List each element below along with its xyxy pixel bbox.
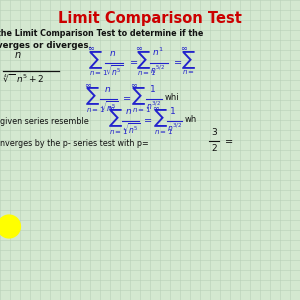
Text: $n^{3/2}$: $n^{3/2}$ (167, 122, 183, 134)
Text: $\sqrt[4]{\ }$: $\sqrt[4]{\ }$ (3, 72, 16, 84)
Text: $\infty$: $\infty$ (180, 44, 188, 52)
Text: $\sqrt{n^5}$: $\sqrt{n^5}$ (105, 64, 123, 79)
Text: $n=1$: $n=1$ (109, 127, 128, 136)
Text: $=$: $=$ (223, 135, 234, 146)
Text: verges or diverges.: verges or diverges. (0, 40, 92, 50)
Text: $\sum$: $\sum$ (131, 86, 146, 107)
Text: $\infty$: $\infty$ (85, 81, 92, 90)
Text: $=$: $=$ (128, 56, 139, 66)
Text: $n=1$: $n=1$ (86, 105, 105, 114)
Text: wh: wh (185, 115, 197, 124)
Text: $\infty$: $\infty$ (130, 81, 138, 90)
Text: $n$: $n$ (125, 107, 132, 116)
Text: $n$: $n$ (109, 49, 116, 58)
Text: $n$: $n$ (14, 50, 22, 60)
Text: $n^{3/2}$: $n^{3/2}$ (146, 100, 161, 112)
Text: $n^5+2$: $n^5+2$ (16, 73, 45, 85)
Text: $\sum$: $\sum$ (136, 49, 151, 71)
Text: $1$: $1$ (169, 105, 176, 116)
Text: $\sum$: $\sum$ (88, 49, 103, 71)
Text: $\sum$: $\sum$ (85, 86, 100, 107)
Text: $2$: $2$ (211, 142, 218, 153)
Text: the Limit Comparison Test to determine if the: the Limit Comparison Test to determine i… (0, 28, 203, 38)
Text: $\infty$: $\infty$ (152, 103, 160, 112)
Text: $\infty$: $\infty$ (135, 44, 142, 52)
Text: nverges by the p- series test with p=: nverges by the p- series test with p= (0, 140, 149, 148)
Text: $n^1$: $n^1$ (152, 45, 163, 58)
Text: $=$: $=$ (121, 92, 132, 102)
Text: $n=1$: $n=1$ (89, 68, 108, 77)
Text: $\sqrt{n^5}$: $\sqrt{n^5}$ (100, 100, 118, 115)
Text: whi: whi (164, 93, 179, 102)
Text: $n=1$: $n=1$ (132, 105, 151, 114)
Text: $=$: $=$ (142, 114, 154, 124)
Text: $n=1$: $n=1$ (137, 68, 156, 77)
Text: $\sum$: $\sum$ (153, 108, 168, 129)
Text: $=$: $=$ (172, 56, 183, 66)
Text: $3$: $3$ (211, 126, 218, 137)
Text: Limit Comparison Test: Limit Comparison Test (58, 11, 242, 26)
Text: $\sum$: $\sum$ (181, 49, 196, 71)
Text: $n^{5/2}$: $n^{5/2}$ (150, 64, 165, 76)
Text: $n$: $n$ (104, 85, 111, 94)
Text: given series resemble: given series resemble (0, 117, 89, 126)
Text: $\sqrt{n^5}$: $\sqrt{n^5}$ (122, 122, 140, 137)
Text: $n=$: $n=$ (182, 68, 194, 76)
Text: $\infty$: $\infty$ (88, 44, 95, 52)
Text: $\sum$: $\sum$ (108, 108, 123, 129)
Text: $1$: $1$ (149, 82, 156, 94)
Text: $\infty$: $\infty$ (107, 103, 115, 112)
Text: $n=1$: $n=1$ (154, 127, 172, 136)
Circle shape (0, 215, 20, 238)
